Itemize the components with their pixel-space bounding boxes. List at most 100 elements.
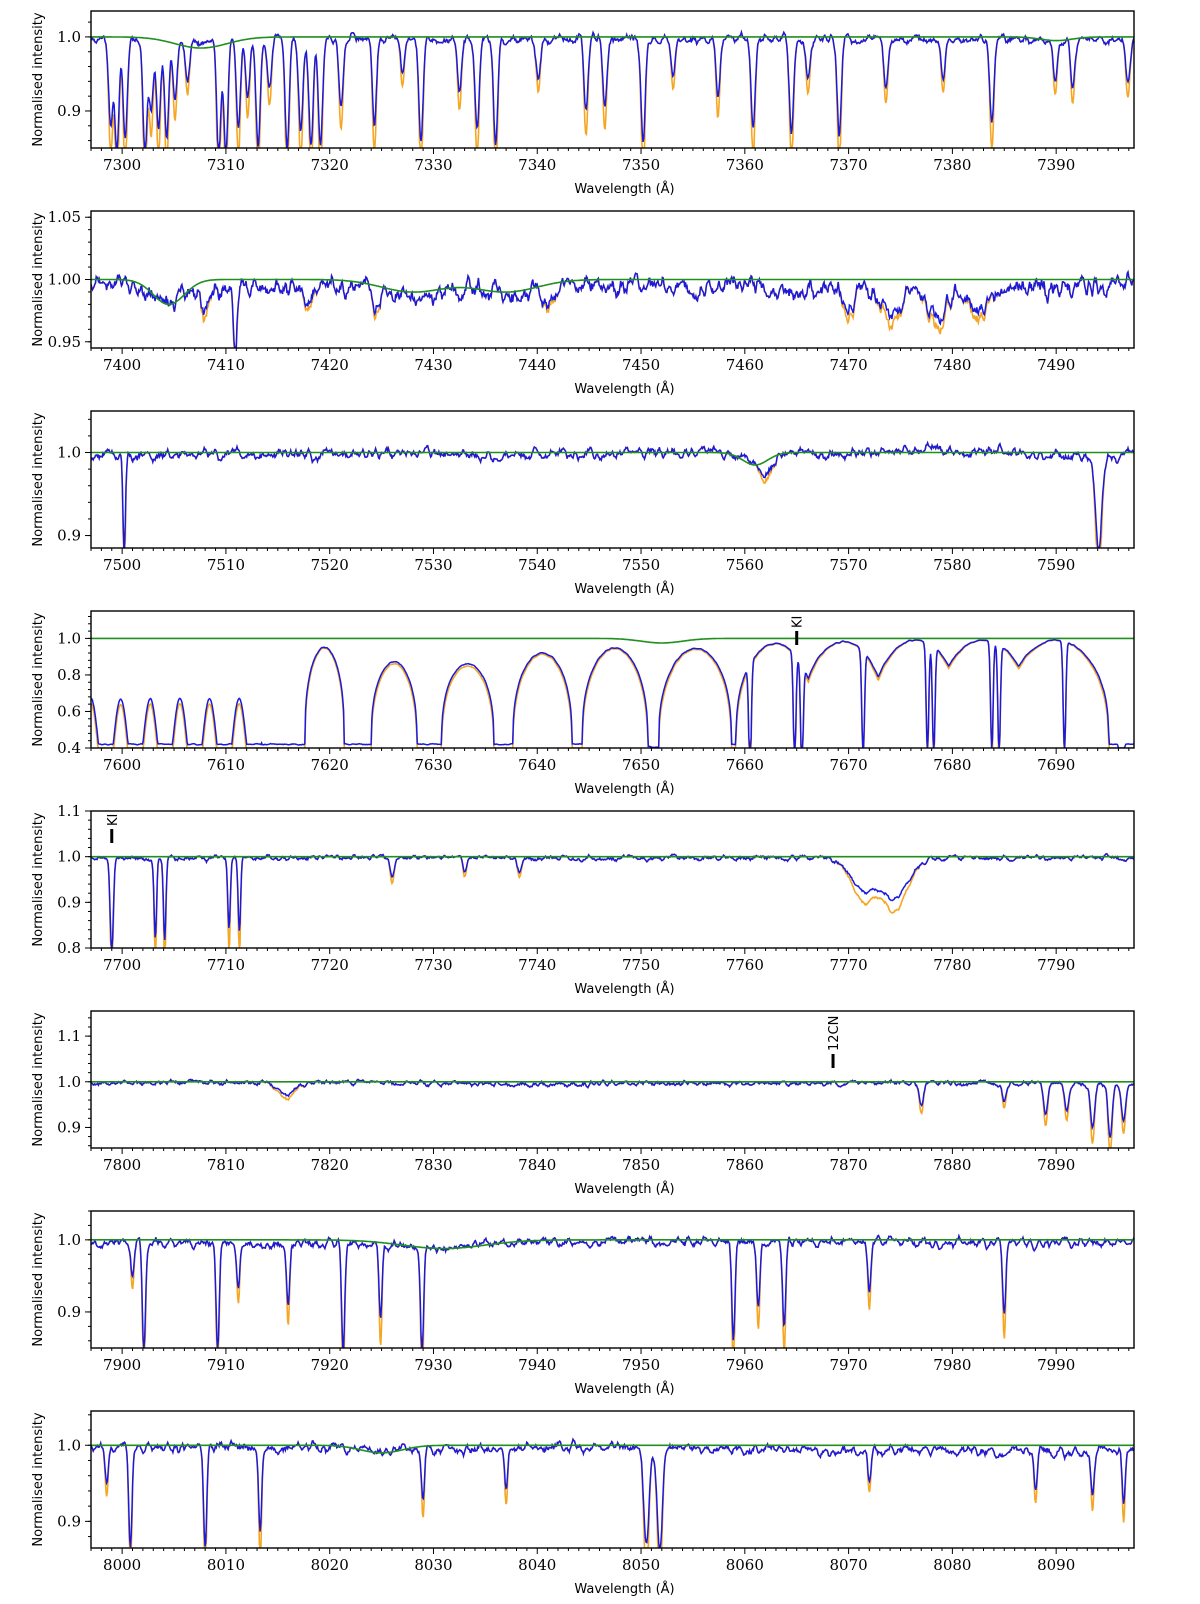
plot-frame [90,610,1135,749]
x-tick-label: 7460 [726,356,764,374]
x-tick-label: 7750 [622,956,660,974]
spectrum-panel-8: 8000 8010 8020 8030 8040 8050 8060 8070 8080 8090… [31,1410,1135,1597]
y-tick-label: 1.0 [57,848,81,866]
x-tick-label: 7310 [207,156,245,174]
x-tick-label: 7320 [311,156,349,174]
y-tick-label: 1.05 [48,208,81,226]
series-model-line [91,637,1134,644]
series-model-line [91,451,1134,466]
x-tick-label: 8060 [726,1556,764,1574]
x-tick-label: 8090 [1037,1556,1075,1574]
series-observed-line [91,440,1134,548]
x-tick-label: 7990 [1037,1356,1075,1374]
y-tick-label: 0.95 [48,333,81,351]
x-tick-label: 7440 [518,356,556,374]
y-tick-label: 1.0 [57,1073,81,1091]
x-tick-label: 7910 [207,1356,245,1374]
x-tick-label: 7800 [103,1156,141,1174]
spectrum-panel-5: 7700 7710 7720 7730 7740 7750 7760 7770 7780 7790… [31,802,1135,997]
x-tick-label: 7400 [103,356,141,374]
x-tick-label: 7410 [207,356,245,374]
x-tick-label: 7900 [103,1356,141,1374]
series-corrected-line [91,29,1134,148]
y-axis-label: Normalised intensity [31,212,46,346]
x-tick-label: 7560 [726,556,764,574]
x-tick-label: 7770 [830,956,868,974]
series-corrected-line [91,638,1134,748]
x-tick-label: 7470 [830,356,868,374]
spectrum-panel-1: 7300 7310 7320 7330 7340 7350 7360 7370 7380 7390… [31,10,1135,197]
series-model-line [91,1444,1134,1454]
x-tick-label: 8000 [103,1556,141,1574]
x-tick-label: 7570 [830,556,868,574]
x-axis-label: Wavelength (Å) [574,181,674,197]
x-axis-label: Wavelength (Å) [574,1181,674,1197]
x-tick-label: 7680 [933,756,971,774]
x-axis-label: Wavelength (Å) [574,381,674,397]
series-model-line [91,278,1134,306]
x-axis-label: Wavelength (Å) [574,581,674,597]
x-tick-label: 7930 [414,1356,452,1374]
y-axis-label: Normalised intensity [31,1012,46,1146]
x-tick-label: 7700 [103,956,141,974]
x-tick-label: 7480 [933,356,971,374]
x-tick-label: 8070 [830,1556,868,1574]
x-tick-label: 7610 [207,756,245,774]
x-tick-label: 7540 [518,556,556,574]
x-tick-label: 7840 [518,1156,556,1174]
x-tick-label: 7630 [414,756,452,774]
series-observed-line [91,29,1134,148]
x-tick-label: 7580 [933,556,971,574]
annotation-label: KI [106,814,121,826]
plot-frame [90,410,1135,549]
x-tick-label: 7520 [311,556,349,574]
x-tick-label: 7550 [622,556,660,574]
plot-frame [90,810,1135,949]
x-axis-label: Wavelength (Å) [574,1381,674,1397]
y-axis-label: Normalised intensity [31,1412,46,1546]
x-axis-label: Wavelength (Å) [574,981,674,997]
spectrum-panel-7: 7900 7910 7920 7930 7940 7950 7960 7970 7980 7990… [31,1210,1135,1397]
series-observed-line [91,1437,1134,1548]
x-tick-label: 8020 [311,1556,349,1574]
x-tick-label: 7950 [622,1356,660,1374]
annotation-label: 12CN [827,1016,842,1051]
x-tick-label: 7960 [726,1356,764,1374]
x-tick-label: 7670 [830,756,868,774]
x-tick-label: 7490 [1037,356,1075,374]
y-tick-label: 1.0 [57,629,81,647]
x-tick-label: 7860 [726,1156,764,1174]
x-tick-label: 7820 [311,1156,349,1174]
x-tick-label: 7450 [622,356,660,374]
x-tick-label: 7870 [830,1156,868,1174]
x-tick-label: 7890 [1037,1156,1075,1174]
x-tick-label: 7360 [726,156,764,174]
x-tick-label: 7780 [933,956,971,974]
x-tick-label: 7430 [414,356,452,374]
series-corrected-line [91,440,1134,548]
plot-frame [90,1410,1135,1549]
x-tick-label: 7640 [518,756,556,774]
x-tick-label: 7740 [518,956,556,974]
x-tick-label: 8080 [933,1556,971,1574]
x-tick-label: 7940 [518,1356,556,1374]
x-tick-label: 7330 [414,156,452,174]
series-model-line [91,1239,1134,1250]
x-tick-label: 7980 [933,1356,971,1374]
spectrum-panel-6: 7800 7810 7820 7830 7840 7850 7860 7870 7880 7890… [31,1010,1135,1197]
y-axis-label: Normalised intensity [31,612,46,746]
y-tick-label: 1.1 [57,802,81,820]
spectrum-panel-3: 7500 7510 7520 7530 7540 7550 7560 7570 7580 7590… [31,410,1135,597]
y-tick-label: 0.8 [57,939,81,957]
y-tick-label: 1.0 [57,1231,81,1249]
x-tick-label: 7710 [207,956,245,974]
x-tick-label: 8040 [518,1556,556,1574]
y-tick-label: 1.0 [57,28,81,46]
x-tick-label: 8010 [207,1556,245,1574]
y-axis-label: Normalised intensity [31,12,46,146]
x-tick-label: 7600 [103,756,141,774]
x-tick-label: 7500 [103,556,141,574]
y-tick-label: 1.0 [57,1436,81,1454]
x-tick-label: 7830 [414,1156,452,1174]
